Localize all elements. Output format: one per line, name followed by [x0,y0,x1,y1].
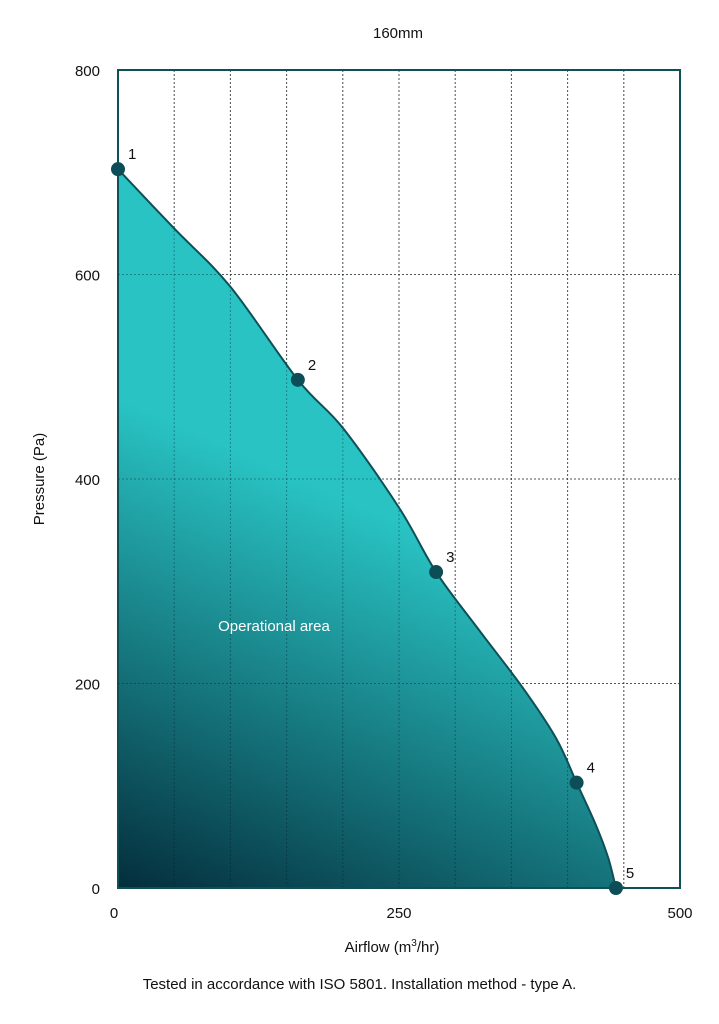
area-label: Operational area [218,618,330,635]
data-point-marker [111,162,125,177]
data-points: 1 2 3 4 5 [111,146,634,895]
x-axis-label-prefix: Airflow (m [345,939,412,956]
data-point-marker [569,775,584,790]
data-point-label: 5 [626,865,634,882]
operational-area [118,169,616,888]
chart-title: 160mm [373,25,423,42]
data-point-marker [429,565,444,580]
data-point-label: 3 [446,549,454,566]
data-point-marker [608,881,623,895]
data-point-marker [290,372,305,387]
x-axis-label-suffix: /hr) [417,939,440,956]
plot-frame [117,69,681,889]
x-axis-label-superscript: 3 [411,938,417,949]
x-tick-label: 500 [667,905,692,922]
x-tick-label: 0 [110,905,118,922]
y-tick-label: 200 [75,677,100,694]
data-point-label: 4 [587,760,595,777]
x-axis-label: Airflow (m3/hr) [345,938,440,956]
y-axis-label: Pressure (Pa) [31,433,48,526]
y-tick-label: 600 [75,268,100,285]
grid-lines-over-area [118,70,680,888]
y-tick-label: 400 [75,472,100,489]
data-point-label: 1 [128,146,136,163]
y-tick-label: 800 [75,63,100,80]
data-point-label: 2 [308,357,316,374]
tick-labels: 0 200 400 600 800 0 250 500 [75,63,693,922]
y-tick-label: 0 [92,881,100,898]
test-standard-note: Tested in accordance with ISO 5801. Inst… [142,976,577,993]
x-tick-label: 250 [386,905,411,922]
